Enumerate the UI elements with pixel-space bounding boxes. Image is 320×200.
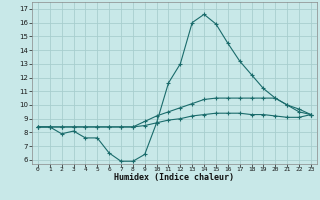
X-axis label: Humidex (Indice chaleur): Humidex (Indice chaleur): [115, 173, 234, 182]
